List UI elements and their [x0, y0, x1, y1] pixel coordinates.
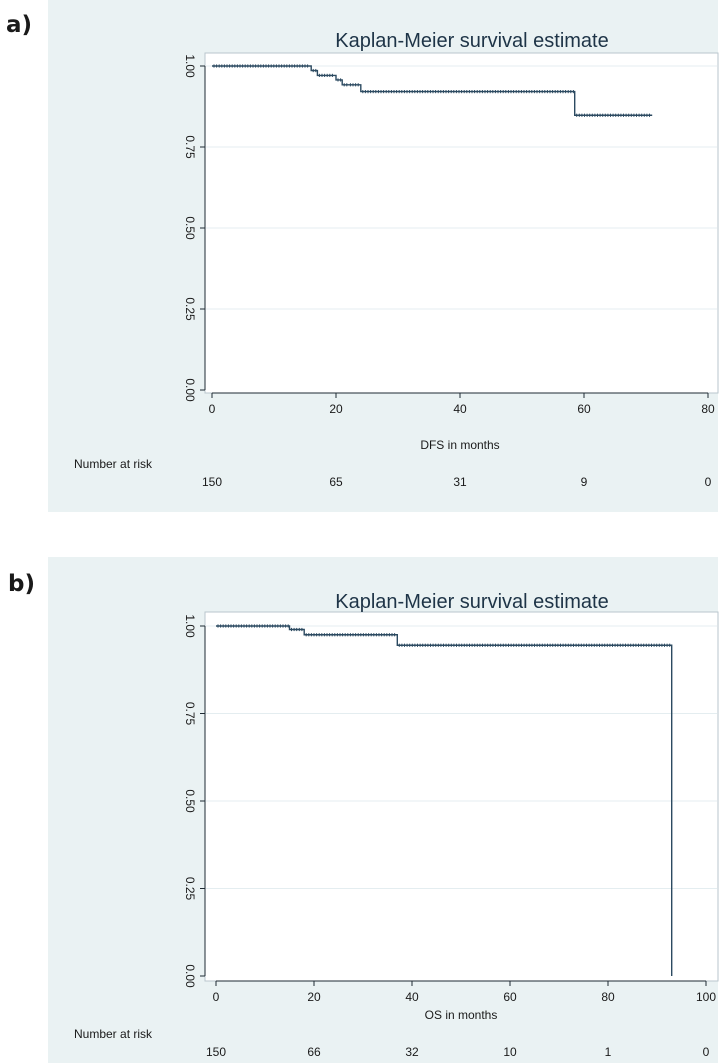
y-tick-label: 0.50 — [183, 789, 197, 813]
risk-count: 65 — [329, 475, 343, 489]
plot-area — [204, 52, 719, 394]
risk-count: 66 — [307, 1045, 321, 1059]
x-tick-label: 60 — [577, 402, 591, 416]
risk-count: 9 — [581, 475, 588, 489]
y-tick-label: 0.25 — [183, 877, 197, 901]
x-tick-label: 100 — [696, 990, 716, 1004]
x-tick-label: 0 — [213, 990, 220, 1004]
risk-count: 31 — [453, 475, 467, 489]
chart-title: Kaplan-Meier survival estimate — [335, 30, 608, 52]
x-tick-label: 60 — [503, 990, 517, 1004]
x-axis-label: OS in months — [425, 1008, 498, 1022]
risk-table-label: Number at risk — [74, 457, 153, 471]
y-tick-label: 0.00 — [183, 964, 197, 988]
panel-a-label: a) — [6, 12, 33, 38]
y-tick-label: 0.50 — [183, 216, 197, 240]
y-tick-label: 0.75 — [183, 702, 197, 726]
panel-b-label: b) — [8, 571, 35, 597]
x-tick-label: 40 — [405, 990, 419, 1004]
x-tick-label: 20 — [329, 402, 343, 416]
risk-count: 150 — [206, 1045, 226, 1059]
risk-count: 10 — [503, 1045, 517, 1059]
y-tick-label: 0.25 — [183, 297, 197, 321]
chart-a: Kaplan-Meier survival estimate 0.00 0.25 0.… — [48, 0, 719, 512]
x-tick-label: 80 — [701, 402, 715, 416]
y-tick-label: 1.00 — [183, 614, 197, 638]
y-tick-label: 0.00 — [183, 378, 197, 402]
risk-count: 1 — [605, 1045, 612, 1059]
risk-count: 150 — [202, 475, 222, 489]
plot-area — [204, 611, 719, 982]
x-axis-label: DFS in months — [420, 438, 499, 452]
risk-count: 0 — [705, 475, 712, 489]
chart-b: Kaplan-Meier survival estimate 0.00 0.25 0.… — [48, 557, 719, 1063]
y-tick-label: 0.75 — [183, 135, 197, 159]
x-tick-label: 0 — [209, 402, 216, 416]
survival-curve — [216, 625, 673, 976]
risk-count: 0 — [703, 1045, 710, 1059]
x-tick-label: 40 — [453, 402, 467, 416]
chart-title: Kaplan-Meier survival estimate — [335, 591, 608, 613]
x-tick-label: 80 — [601, 990, 615, 1004]
y-tick-label: 1.00 — [183, 54, 197, 78]
risk-count: 32 — [405, 1045, 419, 1059]
risk-table-label: Number at risk — [74, 1027, 153, 1041]
x-tick-label: 20 — [307, 990, 321, 1004]
